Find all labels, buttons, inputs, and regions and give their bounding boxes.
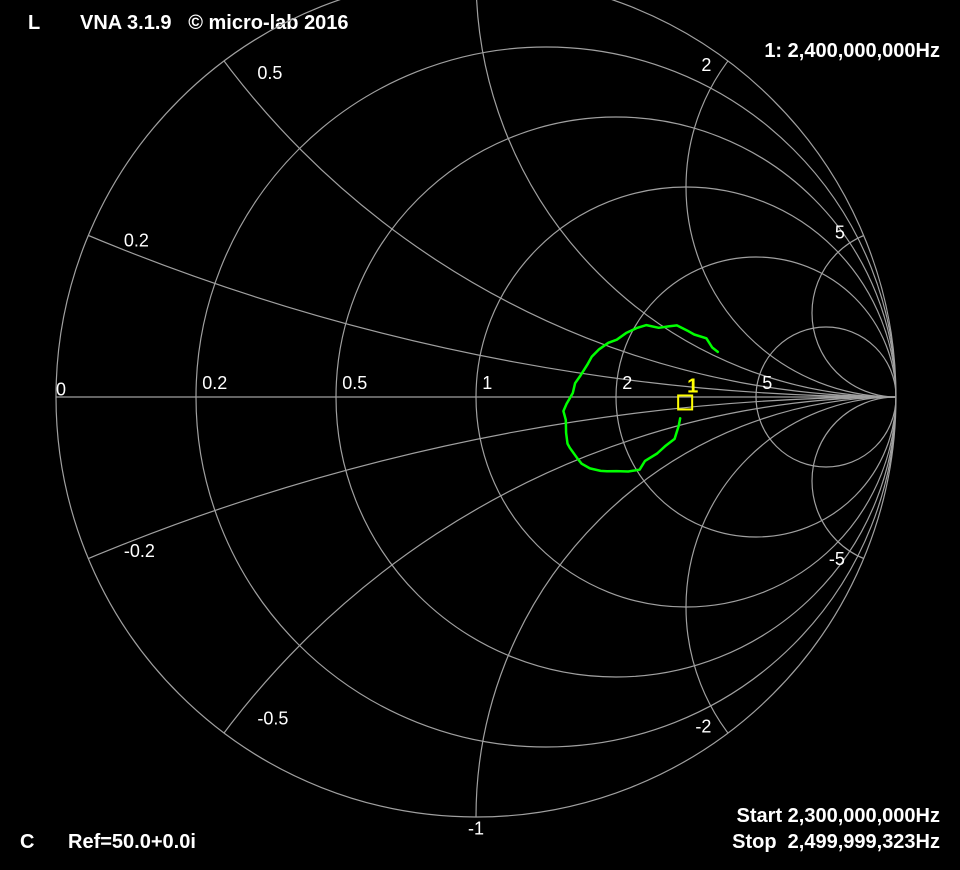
grid-label: 0.2: [124, 231, 149, 251]
grid-label: -0.5: [257, 708, 288, 728]
grid-label: 0.5: [342, 373, 367, 393]
grid-label: 5: [835, 222, 845, 242]
grid-label: 1: [482, 373, 492, 393]
smith-grid: [0, 0, 960, 870]
s11-trace: [563, 325, 717, 471]
grid-label: 5: [762, 373, 772, 393]
grid-label: -2: [695, 717, 711, 737]
grid-label: -1: [468, 818, 484, 838]
vna-smith-chart-screen: L VNA 3.1.9 © micro-lab 2016 1: 2,400,00…: [0, 0, 960, 870]
grid-label: 0.2: [202, 373, 227, 393]
grid-label: -0.2: [124, 541, 155, 561]
marker-label: 1: [687, 375, 698, 397]
grid-label: 0: [56, 379, 66, 399]
grid-label: 0.5: [257, 63, 282, 83]
smith-chart-svg: 01-10.20.51250.2-0.20.5-0.52-25-51: [0, 0, 960, 870]
grid-label: 2: [622, 373, 632, 393]
grid-label: 2: [701, 55, 711, 75]
grid-label: -5: [829, 549, 845, 569]
